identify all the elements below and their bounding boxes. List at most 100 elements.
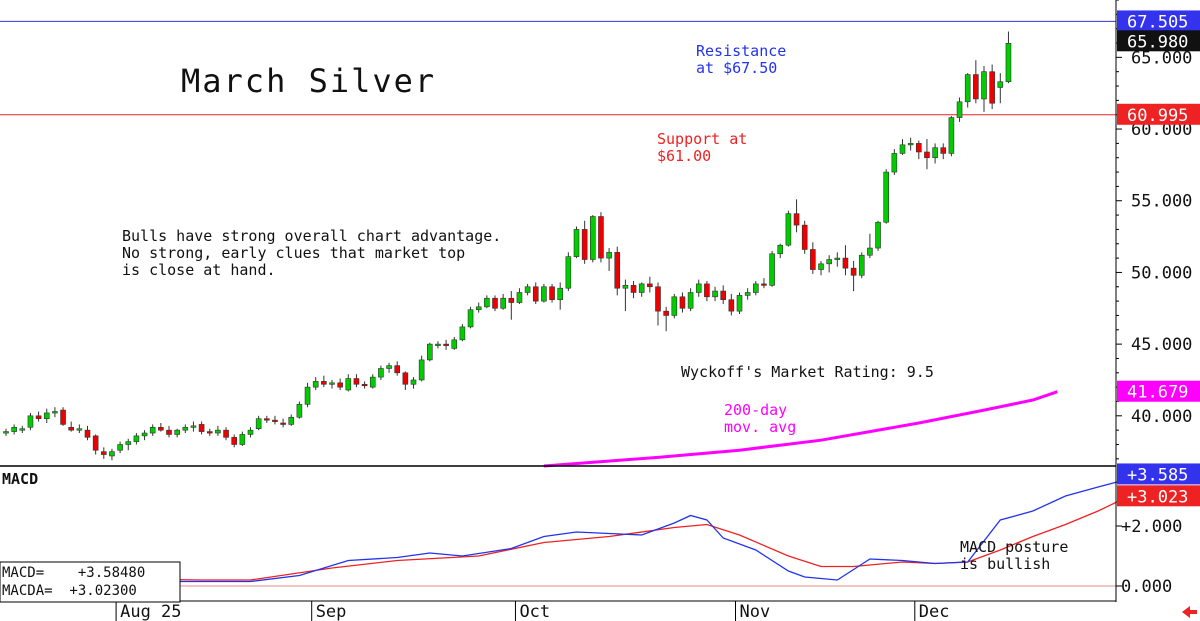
macd-note-line-1: MACD posture [960,538,1068,556]
candle-body [687,292,694,309]
candle-16 [133,433,140,445]
candle-121 [989,64,995,109]
candle-body [606,252,612,259]
candle-21 [174,428,180,438]
candle-119 [973,60,979,104]
candle-body [818,263,824,270]
candle-49 [402,371,409,391]
candle-body [842,257,849,269]
candle-95 [777,243,784,259]
candle-60 [492,295,498,312]
candle-81 [663,306,669,332]
candle-body [492,297,498,309]
candle-9 [76,424,83,434]
ma-value-bg [1117,380,1200,402]
candle-body [801,224,808,250]
candle-body [239,434,246,445]
macd-value: +3.585 [1117,463,1200,485]
candle-body [956,101,963,118]
candle-111 [907,137,914,151]
candle-body [418,359,425,381]
candle-body [728,299,735,312]
time-label-0: Aug 25 [120,602,181,621]
candle-body [948,117,955,154]
candle-body [304,386,311,405]
candle-body [27,415,34,428]
candle-body [84,429,91,438]
candle-body [125,441,132,445]
candle-64 [524,283,531,296]
candle-body [1005,43,1012,83]
candle-31 [255,415,262,431]
candle-body [361,383,368,387]
candle-73 [598,212,604,263]
candle-body [532,286,539,302]
candle-36 [296,401,303,419]
candle-54 [443,339,449,350]
candle-body [907,143,914,146]
candle-34 [280,418,286,428]
candle-body [231,437,237,445]
candle-85 [695,279,702,297]
candle-68 [557,282,564,310]
candle-body [426,343,433,361]
candle-30 [247,427,254,438]
candle-body [744,292,751,296]
candle-55 [451,336,458,350]
ma-value: 41.679 [1117,380,1200,403]
price-tick-label-4: 60.000 [1131,120,1192,140]
candle-body [826,259,832,265]
candle-body [402,372,409,385]
candle-body [793,213,800,226]
candle-body [964,74,971,103]
candle-body [198,424,205,432]
candle-body [598,216,604,259]
candle-109 [891,149,898,175]
candle-body [369,376,376,388]
candle-body [541,286,547,302]
support-label-line-2: $61.00 [657,147,711,165]
candle-body [761,283,767,286]
commentary-line-3: is close at hand. [122,261,276,279]
last-price-value-bg [1117,30,1200,52]
candle-body [133,435,140,442]
candle-body [557,287,564,300]
candle-body [475,306,482,311]
candle-body [850,267,857,276]
macd-readout: MACD= +3.58480 [2,565,145,581]
candle-62 [508,291,515,320]
level-value-1-bg [1117,103,1200,125]
candle-body [810,249,816,270]
candle-104 [850,260,857,292]
candle-body [508,297,515,303]
candle-23 [190,421,197,432]
candle-body [247,429,254,435]
scroll-left-arrow-icon[interactable] [1182,606,1197,618]
candle-body [353,378,360,385]
candle-43 [353,374,360,388]
last-price-value: 65.980 [1117,30,1200,52]
candle-15 [125,438,132,451]
candle-113 [924,139,930,170]
candle-88 [720,285,727,304]
candle-70 [573,226,580,259]
price-tick-label-5: 65.000 [1131,48,1192,68]
candle-body [549,286,555,300]
candle-body [60,409,66,425]
candle-56 [459,324,466,342]
candle-body [614,252,621,289]
price-tick-label-2: 50.000 [1131,263,1192,283]
candle-body [190,425,197,428]
candle-2 [19,425,26,434]
candle-14 [117,441,123,454]
candle-body [174,429,180,435]
level-value-1-text: 60.995 [1127,106,1188,126]
candle-body [891,153,898,173]
candle-body [3,431,9,434]
candle-65 [532,282,539,304]
candle-91 [744,288,751,300]
candle-117 [956,97,963,122]
candle-118 [964,73,971,108]
candle-48 [394,361,401,376]
